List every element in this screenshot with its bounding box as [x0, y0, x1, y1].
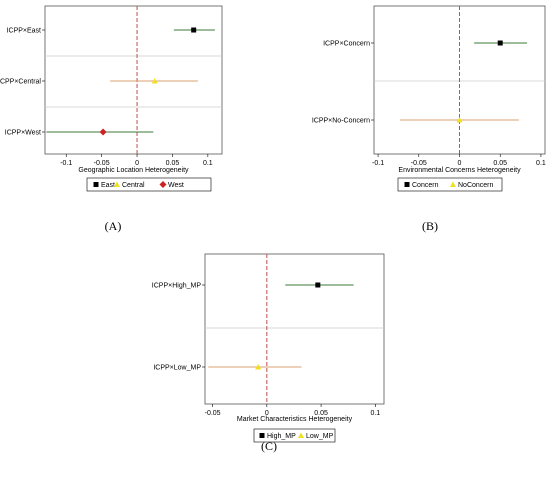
legend-entry: West — [168, 182, 184, 189]
legend-box — [86, 177, 212, 192]
legend-marker — [159, 181, 167, 188]
legend-entry: East — [101, 182, 115, 189]
x-tick-label: 0.05 — [314, 410, 328, 417]
series-low-mp — [208, 364, 302, 370]
panel-label: (B) — [422, 219, 438, 233]
x-tick-label: 0 — [265, 410, 269, 417]
point-estimate-marker — [497, 40, 503, 46]
x-axis-label: Environmental Concerns Heterogeneity — [398, 167, 521, 174]
chart-panel-a: -0.1 -0.05 0 0.05 0.1 ICPP×East ICPP×Central IC… — [0, 5, 223, 233]
series-east — [173, 27, 215, 33]
legend-entry: High_MP — [267, 433, 296, 440]
y-category-label: ICPP×West — [5, 130, 41, 137]
legend-marker — [404, 182, 410, 187]
legend-box — [253, 428, 336, 443]
x-axis-label: Geographic Location Heterogeneity — [78, 167, 189, 174]
series-concern — [474, 40, 528, 46]
legend: Concern NoConcern — [397, 177, 503, 192]
legend-entry: Central — [122, 182, 145, 189]
y-category-label: ICPP×No-Concern — [312, 118, 370, 125]
x-axis-label: Market Characteristics Heterogeneity — [237, 416, 353, 423]
y-category-label: ICPP×Concern — [323, 41, 370, 48]
x-tick-label: 0.05 — [493, 160, 507, 167]
y-category-label: ICPP×High_MP — [152, 283, 202, 290]
legend-entry: Concern — [412, 182, 439, 189]
chart-panel-c: -0.05 0 0.05 0.1 ICPP×High_MP ICPP×Low_MP Mark… — [152, 253, 385, 453]
legend-marker — [298, 432, 304, 438]
x-tick-label: -0.05 — [94, 160, 110, 167]
x-tick-label: -0.05 — [411, 160, 427, 167]
legend-box — [397, 177, 503, 192]
legend: East Central West — [86, 177, 212, 192]
plot-frame — [204, 253, 385, 405]
x-tick-label: 0 — [135, 160, 139, 167]
x-tick-label: -0.1 — [372, 160, 384, 167]
panel-label: (C) — [261, 439, 277, 453]
series-noconcern — [400, 117, 519, 123]
x-tick-label: 0.1 — [203, 160, 213, 167]
y-category-label: ICPP×Central — [0, 79, 41, 86]
chart-panel-b: -0.1 -0.05 0 0.05 0.1 ICPP×Concern ICPP×No-Con… — [312, 5, 546, 233]
panel-label: (A) — [105, 219, 122, 233]
x-tick-label: -0.1 — [60, 160, 72, 167]
legend: High_MP Low_MP — [253, 428, 336, 443]
x-tick-label: 0.1 — [370, 410, 380, 417]
point-estimate-marker — [99, 128, 107, 136]
point-estimate-marker — [191, 27, 197, 33]
x-tick-label: 0.05 — [166, 160, 180, 167]
legend-marker — [259, 433, 265, 438]
legend-marker — [114, 181, 120, 187]
point-estimate-marker — [315, 282, 321, 288]
series-west — [46, 128, 154, 136]
x-tick-label: 0.1 — [536, 160, 546, 167]
series-high-mp — [285, 282, 354, 288]
legend-marker — [93, 182, 99, 187]
y-category-label: ICPP×Low_MP — [153, 365, 201, 372]
series-central — [110, 78, 198, 84]
point-estimate-marker — [255, 364, 262, 370]
point-estimate-marker — [151, 78, 158, 84]
legend-marker — [450, 181, 456, 187]
legend-entry: Low_MP — [306, 433, 334, 440]
y-category-label: ICPP×East — [7, 28, 41, 35]
point-estimate-marker — [456, 117, 463, 123]
x-tick-label: -0.05 — [205, 410, 221, 417]
x-tick-label: 0 — [458, 160, 462, 167]
legend-entry: NoConcern — [458, 182, 494, 189]
